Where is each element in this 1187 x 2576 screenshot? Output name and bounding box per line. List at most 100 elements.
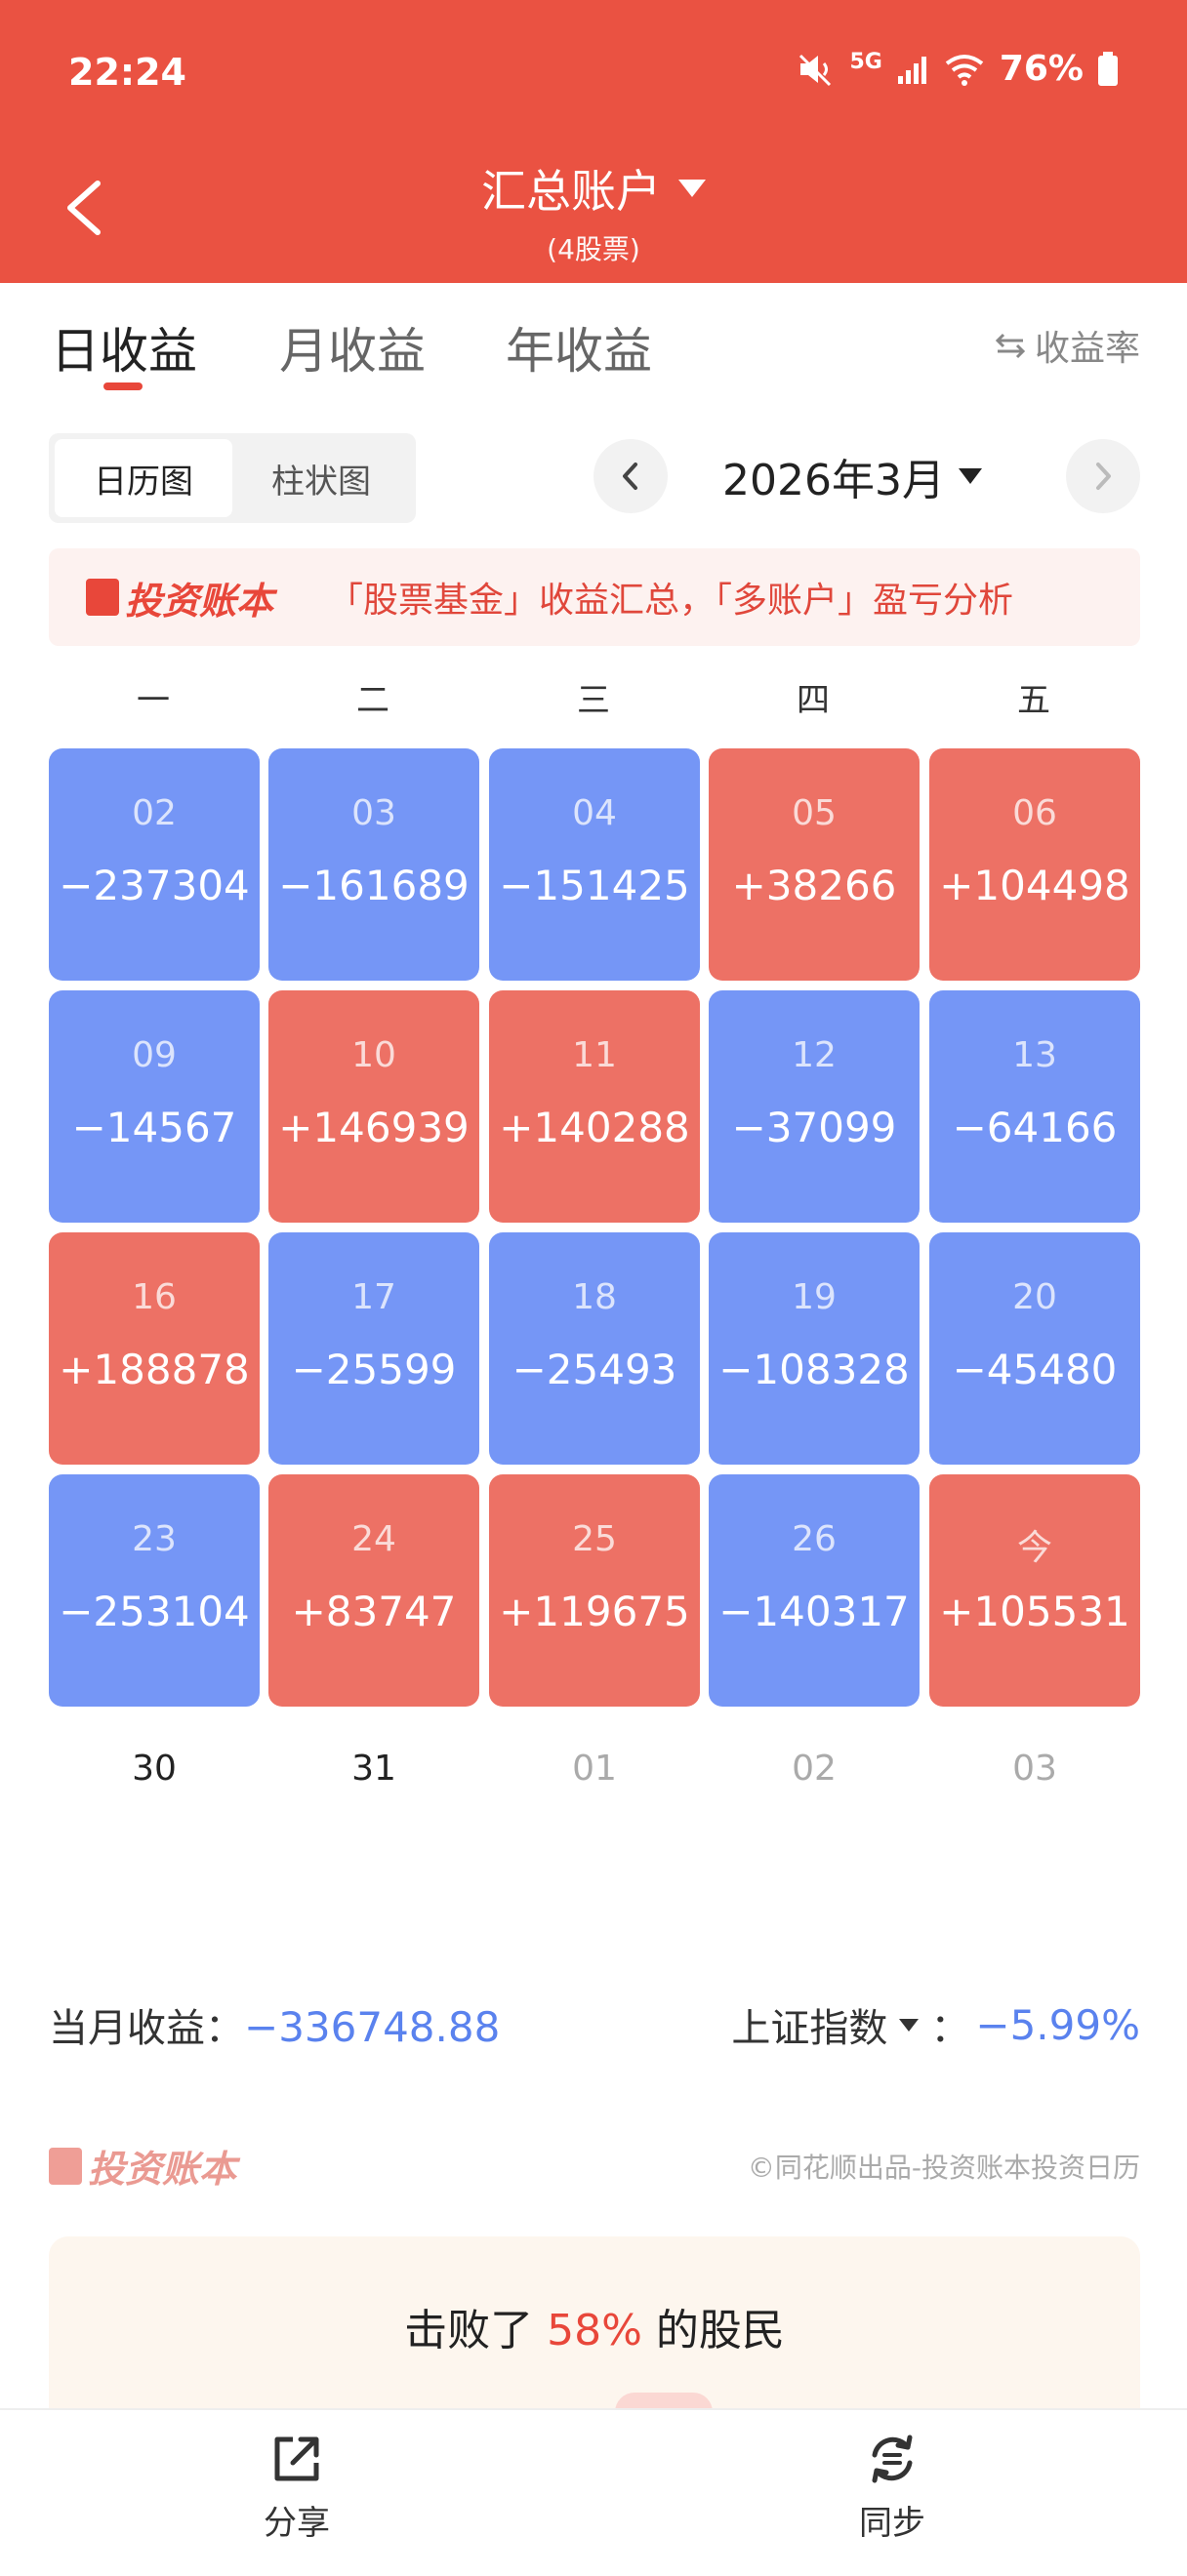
calendar-day-cell[interactable]: 04 −151425 — [489, 748, 700, 981]
day-profit: +105531 — [939, 1588, 1130, 1635]
copyright: ©同花顺出品-投资账本投资日历 — [747, 2152, 1140, 2184]
bottom-action-bar: 分享 同步 — [0, 2408, 1187, 2576]
calendar-day-cell[interactable]: 02 −237304 — [49, 748, 260, 981]
calendar-day-cell[interactable]: 12 −37099 — [709, 990, 920, 1223]
caret-down-icon — [958, 468, 982, 484]
day-profit: +119675 — [499, 1588, 690, 1635]
calendar-day-cell[interactable]: 16 +188878 — [49, 1232, 260, 1465]
share-icon — [274, 2436, 319, 2481]
caret-down-icon — [899, 2018, 920, 2032]
calendar-day-cell[interactable]: 20 −45480 — [929, 1232, 1140, 1465]
day-profit: −140317 — [718, 1588, 910, 1635]
signal-icon — [897, 56, 926, 84]
chevron-right-icon — [1096, 463, 1111, 490]
tab-monthly[interactable]: 月收益 — [279, 323, 426, 380]
month-selector[interactable]: 2026年3月 — [722, 445, 1015, 507]
weekday-label: 三 — [577, 681, 610, 720]
day-number: 16 — [132, 1277, 177, 1317]
account-selector[interactable]: 汇总账户 — [481, 156, 706, 221]
back-icon[interactable] — [61, 174, 109, 242]
view-toggle: 日历图 柱状图 — [49, 433, 416, 523]
network-label: 5G — [849, 50, 882, 74]
month-summary: 当月收益：−336748.88 — [49, 1996, 500, 2053]
calendar-day-cell[interactable]: 18 −25493 — [489, 1232, 700, 1465]
sync-button[interactable]: 同步 — [795, 2432, 990, 2544]
calendar-day-empty: 01 — [572, 1749, 617, 1789]
calendar-day-cell[interactable]: 13 −64166 — [929, 990, 1140, 1223]
chevron-left-icon — [623, 463, 637, 490]
tab-daily[interactable]: 日收益 — [51, 323, 197, 380]
day-number: 06 — [1012, 793, 1057, 833]
banner-text: 「股票基金」收益汇总，「多账户」盈亏分析 — [328, 581, 1014, 621]
month-label: 2026年3月 — [722, 456, 945, 505]
day-number: 20 — [1012, 1277, 1057, 1317]
calendar-day-cell[interactable]: 19 −108328 — [709, 1232, 920, 1465]
calendar-day-cell[interactable]: 06 +104498 — [929, 748, 1140, 981]
day-profit: −151425 — [499, 862, 690, 909]
weekday-header: 一 二 三 四 五 — [49, 673, 1140, 722]
calendar-day-empty: 02 — [792, 1749, 837, 1789]
beat-prefix: 击败了 — [404, 2306, 548, 2355]
calendar-day-cell[interactable]: 03 −161689 — [268, 748, 479, 981]
battery-percent: 76% — [999, 49, 1084, 89]
weekday-label: 二 — [356, 681, 389, 720]
day-profit: −25493 — [512, 1346, 677, 1393]
index-sep: ： — [930, 2006, 970, 2051]
header-title-block[interactable]: 汇总账户 (4股票) — [0, 156, 1187, 267]
view-bar[interactable]: 柱状图 — [271, 462, 371, 502]
day-profit: −64166 — [952, 1104, 1118, 1151]
day-number: 19 — [792, 1277, 837, 1317]
weekday-label: 一 — [137, 681, 170, 720]
day-number: 12 — [792, 1035, 837, 1075]
calendar-day-empty: 30 — [132, 1749, 177, 1789]
day-number: 10 — [351, 1035, 396, 1075]
tab-yearly[interactable]: 年收益 — [506, 323, 652, 380]
calendar-day-cell[interactable]: 今 +105531 — [929, 1474, 1140, 1707]
calendar-day-cell[interactable]: 25 +119675 — [489, 1474, 700, 1707]
calendar-day-cell[interactable]: 11 +140288 — [489, 990, 700, 1223]
page-subtitle: (4股票) — [547, 233, 640, 265]
day-profit: +188878 — [59, 1346, 250, 1393]
day-number: 11 — [572, 1035, 617, 1075]
day-number: 25 — [572, 1519, 617, 1559]
ledger-logo-icon — [49, 2147, 82, 2185]
calendar-day-cell[interactable]: 23 −253104 — [49, 1474, 260, 1707]
sync-label: 同步 — [859, 2504, 925, 2543]
day-profit: +83747 — [291, 1588, 457, 1635]
banner-brand: 投资账本 — [125, 579, 274, 623]
weekday-label: 四 — [797, 681, 830, 720]
battery-icon — [1098, 51, 1118, 86]
calendar-day-cell[interactable]: 10 +146939 — [268, 990, 479, 1223]
next-month-button[interactable] — [1066, 439, 1140, 513]
beat-percent: 58% — [547, 2306, 642, 2355]
day-number: 09 — [132, 1035, 177, 1075]
page-title: 汇总账户 — [481, 165, 661, 218]
day-number: 24 — [351, 1519, 396, 1559]
sync-icon — [872, 2435, 913, 2483]
day-profit: −108328 — [718, 1346, 910, 1393]
calendar-day-cell[interactable]: 24 +83747 — [268, 1474, 479, 1707]
calendar-day-cell[interactable]: 09 −14567 — [49, 990, 260, 1223]
day-profit: +104498 — [939, 862, 1130, 909]
day-profit: −237304 — [59, 862, 250, 909]
calendar-day-cell[interactable]: 26 −140317 — [709, 1474, 920, 1707]
calendar-day-empty: 31 — [351, 1749, 396, 1789]
day-number: 17 — [351, 1277, 396, 1317]
earnings-tabs: 日收益 月收益 年收益 收益率 — [0, 283, 1187, 400]
mute-icon — [799, 54, 832, 86]
index-summary[interactable]: 上证指数 ： −5.99% — [731, 1996, 1140, 2053]
status-time: 22:24 — [68, 51, 186, 94]
status-icons: 5G 76% — [797, 49, 1119, 89]
promo-banner[interactable]: 投资账本 「股票基金」收益汇总，「多账户」盈亏分析 — [49, 548, 1140, 646]
day-number: 13 — [1012, 1035, 1057, 1075]
calendar-day-cell[interactable]: 17 −25599 — [268, 1232, 479, 1465]
share-button[interactable]: 分享 — [199, 2432, 394, 2544]
day-profit: −161689 — [278, 862, 470, 909]
prev-month-button[interactable] — [594, 439, 668, 513]
index-value: −5.99% — [975, 2000, 1140, 2049]
rate-toggle[interactable]: 收益率 — [994, 320, 1140, 371]
view-calendar[interactable]: 日历图 — [55, 439, 232, 517]
weekday-label: 五 — [1017, 681, 1050, 720]
calendar-day-cell[interactable]: 05 +38266 — [709, 748, 920, 981]
app-header: 22:24 5G 76% — [0, 0, 1187, 283]
